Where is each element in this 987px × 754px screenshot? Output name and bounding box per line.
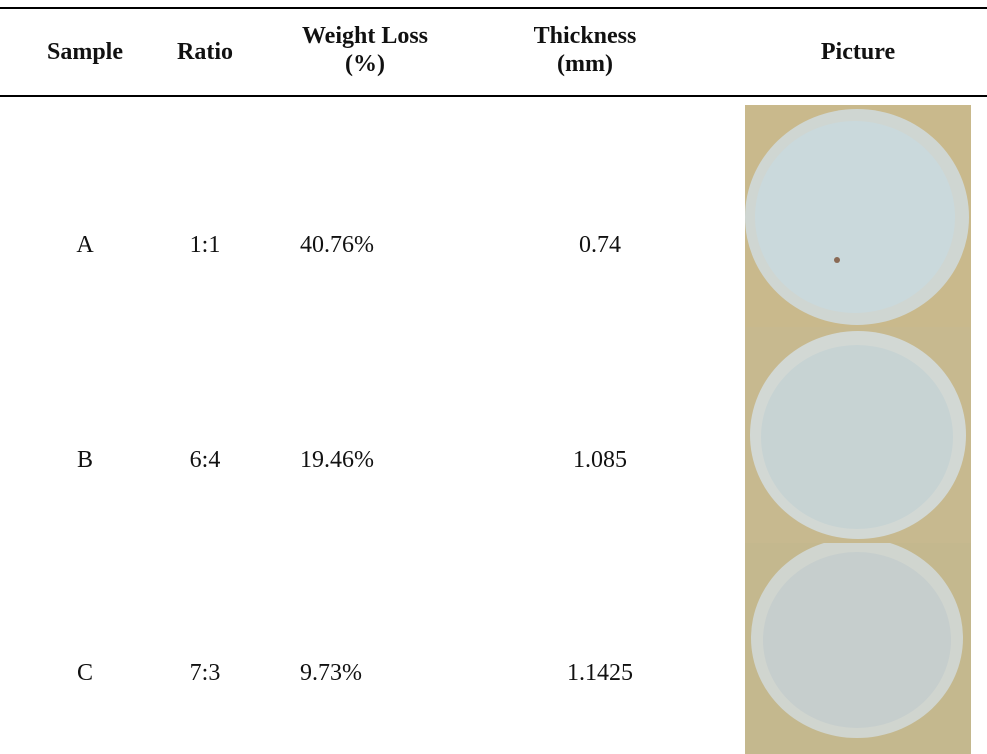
table-cell: 6:4: [189, 447, 221, 473]
table-cell: 1.085: [573, 447, 627, 473]
table-cell: B: [76, 447, 94, 473]
top-rule: [0, 7, 987, 9]
header-cell: Weight Loss (%): [301, 23, 429, 77]
header-cell: Thickness (mm): [533, 23, 637, 77]
table-cell: 19.46%: [300, 447, 374, 473]
table-cell: 7:3: [189, 660, 221, 686]
sample-picture: [745, 543, 971, 754]
table-cell: 40.76%: [300, 232, 374, 258]
table-cell: C: [76, 660, 94, 686]
table-cell: 1:1: [189, 232, 221, 258]
table-cell: 1.1425: [567, 660, 633, 686]
sample-picture: [745, 327, 971, 543]
table-cell: 9.73%: [300, 660, 362, 686]
table-cell: 0.74: [579, 232, 621, 258]
header-cell: Sample: [46, 39, 124, 65]
header-rule: [0, 95, 987, 97]
table-cell: A: [76, 232, 94, 258]
header-cell: Ratio: [177, 39, 233, 65]
header-cell: Picture: [820, 39, 896, 65]
sample-picture: [745, 105, 971, 327]
